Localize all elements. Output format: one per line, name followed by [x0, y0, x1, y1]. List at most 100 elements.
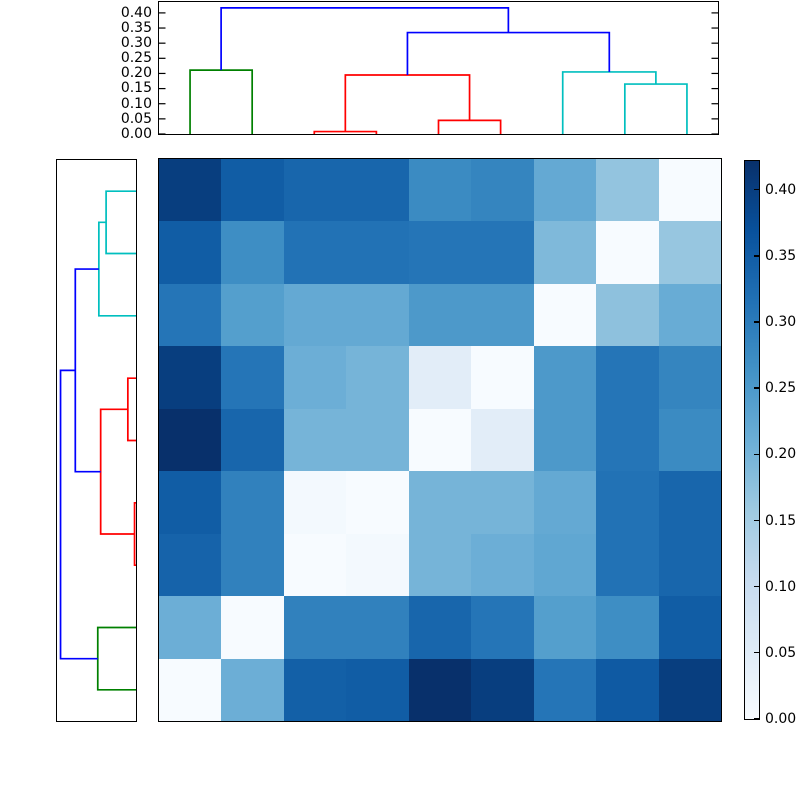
heatmap-cell	[221, 471, 284, 534]
top-dendrogram-tick-label: 0.00	[120, 125, 152, 142]
heatmap-cell	[346, 533, 409, 597]
heatmap-cell	[471, 159, 534, 222]
heatmap-cell	[471, 471, 534, 534]
heatmap-cell	[283, 596, 347, 659]
heatmap-cell	[596, 408, 659, 472]
heatmap-cell	[658, 221, 721, 284]
colorbar-tick	[753, 651, 759, 654]
colorbar-tick-label: 0.10	[765, 578, 797, 595]
heatmap-cell	[658, 658, 721, 721]
dendrogram-link	[105, 190, 136, 255]
heatmap-cell	[221, 283, 284, 347]
dendrogram-link	[96, 626, 136, 691]
heatmap-cell	[533, 283, 597, 347]
top-dendrogram-tick-label: 0.35	[120, 20, 152, 37]
colorbar-tick-label: 0.15	[765, 512, 797, 529]
dendrogram-link	[126, 377, 136, 442]
top-dendrogram-tick-label: 0.05	[120, 110, 152, 127]
heatmap-cell	[533, 596, 597, 659]
top-dendrogram-tick-label: 0.40	[120, 5, 152, 22]
heatmap-cell	[596, 159, 659, 222]
heatmap-cell	[596, 283, 659, 347]
colorbar-tick	[753, 585, 759, 588]
heatmap-cell	[596, 533, 659, 597]
heatmap-cell	[159, 283, 222, 347]
colorbar-tick-label: 0.05	[765, 644, 797, 661]
heatmap-cell	[596, 658, 659, 721]
heatmap-cell	[221, 159, 284, 222]
heatmap-cell	[408, 346, 472, 409]
heatmap-cell	[471, 221, 534, 284]
dendrogram-link	[97, 221, 136, 317]
colorbar-tick-label: 0.35	[765, 248, 797, 265]
left-dendrogram-panel	[56, 159, 137, 722]
heatmap-cell	[283, 221, 347, 284]
colorbar-tick	[753, 255, 759, 257]
heatmap-cell	[471, 596, 534, 659]
heatmap-cell	[346, 159, 409, 222]
top-dendrogram-panel	[158, 1, 719, 135]
heatmap-cell	[346, 471, 409, 534]
heatmap-cell	[283, 283, 347, 347]
heatmap-cell	[471, 533, 534, 597]
colorbar-tick	[753, 387, 759, 389]
dendrogram-link	[623, 83, 688, 134]
colorbar-tick-label: 0.40	[765, 182, 797, 199]
heatmap-cell	[408, 221, 472, 284]
colorbar-tick	[753, 453, 759, 455]
heatmap-cell	[346, 283, 409, 347]
heatmap-cell	[596, 346, 659, 409]
heatmap-cell	[283, 533, 347, 597]
heatmap-cell	[283, 159, 347, 222]
dendrogram-link	[189, 69, 254, 134]
heatmap-cell	[471, 283, 534, 347]
colorbar-tick-label: 0.30	[765, 314, 797, 331]
dendrogram-link	[437, 119, 502, 134]
heatmap-cell	[159, 408, 222, 472]
heatmap-cell	[283, 408, 347, 472]
heatmap-cell	[346, 408, 409, 472]
heatmap-cell	[533, 533, 597, 597]
left-dendrogram	[59, 190, 136, 691]
heatmap-cell	[471, 658, 534, 721]
heatmap-cell	[159, 533, 222, 597]
heatmap-cell	[471, 346, 534, 409]
heatmap-cell	[159, 346, 222, 409]
top-dendrogram-tick-label: 0.25	[120, 50, 152, 67]
top-dendrogram-tick-label: 0.10	[120, 95, 152, 112]
heatmap-cell	[408, 533, 472, 597]
heatmap-cell	[221, 346, 284, 409]
colorbar-tick	[753, 189, 759, 191]
dendrogram-link	[74, 268, 101, 473]
colorbar-tick-label: 0.25	[765, 380, 797, 397]
heatmap-cell	[159, 471, 222, 534]
heatmap-cell	[658, 596, 721, 659]
heatmap-cell	[346, 221, 409, 284]
top-dendrogram	[159, 7, 718, 134]
heatmap-cell	[159, 596, 222, 659]
heatmap-cell	[221, 596, 284, 659]
colorbar-tick-label: 0.20	[765, 446, 797, 463]
heatmap-cell	[346, 596, 409, 659]
dendrogram-link	[99, 408, 135, 535]
heatmap-cell	[159, 658, 222, 721]
heatmap-cell	[408, 596, 472, 659]
heatmap-cell	[221, 221, 284, 284]
heatmap-cell	[596, 596, 659, 659]
heatmap-cell	[408, 658, 472, 721]
heatmap-cell	[159, 159, 222, 222]
dendrogram-link	[313, 130, 378, 134]
heatmap-cell	[533, 471, 597, 534]
heatmap-cell	[596, 471, 659, 534]
dendrogram-link	[220, 7, 510, 71]
dendrogram-link	[406, 31, 611, 75]
heatmap-cell	[533, 658, 597, 721]
heatmap-cell	[221, 658, 284, 721]
heatmap-cell	[533, 346, 597, 409]
heatmap-cell	[221, 408, 284, 472]
heatmap-cell	[658, 283, 721, 347]
heatmap-cell	[658, 159, 721, 222]
dendrogram-link	[344, 74, 471, 132]
heatmap-cell	[408, 408, 472, 472]
